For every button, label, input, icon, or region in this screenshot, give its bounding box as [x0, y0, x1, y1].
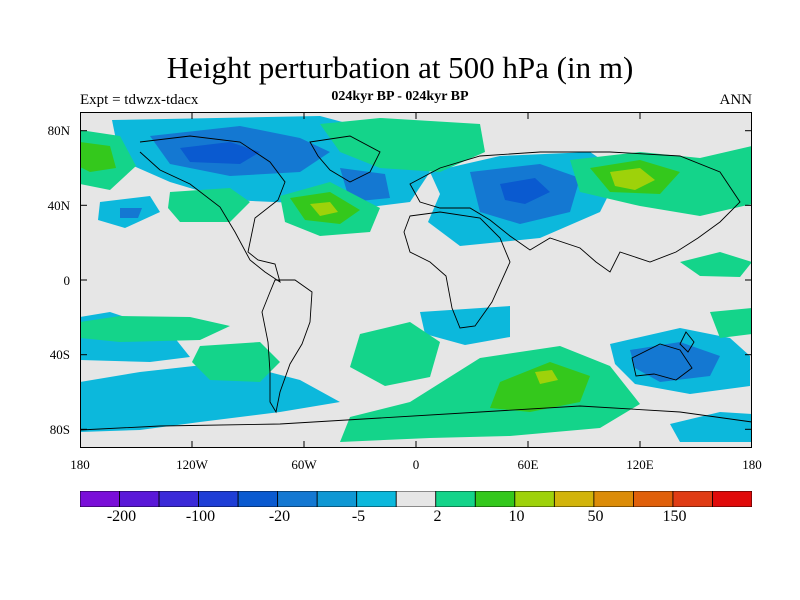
experiment-label: Expt = tdwzx-tdacx	[80, 92, 199, 108]
colorbar-swatch	[593, 491, 634, 507]
colorbar-label: 2	[433, 508, 442, 525]
lon-tick-label: 180	[70, 457, 90, 472]
colorbar-swatch	[553, 491, 595, 507]
colorbar-swatch	[316, 491, 358, 507]
colorbar-swatch	[158, 491, 199, 507]
colorbar-label: 10	[508, 508, 525, 525]
lat-tick-label: 80N	[47, 123, 70, 138]
lon-tick-label: 60W	[291, 457, 317, 472]
plot-subtitle: 024kyr BP - 024kyr BP	[331, 89, 469, 104]
colorbar-swatch	[198, 491, 239, 507]
colorbar-label: -100	[185, 508, 216, 525]
axis-ticks	[80, 112, 752, 448]
colorbar-label: 50	[587, 508, 604, 525]
lat-tick-label: 80S	[49, 422, 70, 437]
colorbar-swatch	[712, 491, 752, 507]
contour-blue-dark	[180, 142, 550, 204]
colorbar	[80, 491, 752, 507]
lat-tick-label: 40S	[49, 347, 70, 362]
lon-tick-label: 180	[742, 457, 762, 472]
colorbar-swatch	[356, 491, 397, 507]
colorbar-swatch	[435, 491, 476, 507]
lon-tick-label: 120E	[626, 457, 654, 472]
lon-tick-label: 0	[412, 457, 420, 472]
coastlines	[80, 135, 752, 431]
colorbar-swatch	[80, 491, 120, 507]
contour-green-bright	[80, 142, 680, 412]
colorbar-label: -200	[106, 508, 137, 525]
colorbar-swatch	[633, 491, 674, 507]
colorbar-swatch	[672, 491, 713, 507]
lat-tick-label: 0	[63, 273, 71, 288]
colorbar-label: -20	[268, 508, 291, 525]
colorbar-swatch	[514, 491, 555, 507]
map-panel	[80, 112, 752, 448]
colorbar-swatch	[395, 491, 437, 507]
lat-tick-label: 40N	[47, 198, 70, 213]
height-perturbation-map	[80, 112, 752, 448]
colorbar-swatch	[237, 491, 279, 507]
colorbar-swatch	[119, 491, 160, 507]
lon-tick-label: 120W	[176, 457, 208, 472]
colorbar-label: 150	[662, 508, 687, 525]
plot-title: Height perturbation at 500 hPa (in m)	[166, 50, 634, 85]
colorbar-swatch	[474, 491, 516, 507]
colorbar-label: -5	[351, 508, 366, 525]
contour-yellow-green	[310, 168, 655, 384]
period-label: ANN	[719, 92, 753, 108]
lon-tick-label: 60E	[517, 457, 539, 472]
colorbar-swatch	[277, 491, 318, 507]
